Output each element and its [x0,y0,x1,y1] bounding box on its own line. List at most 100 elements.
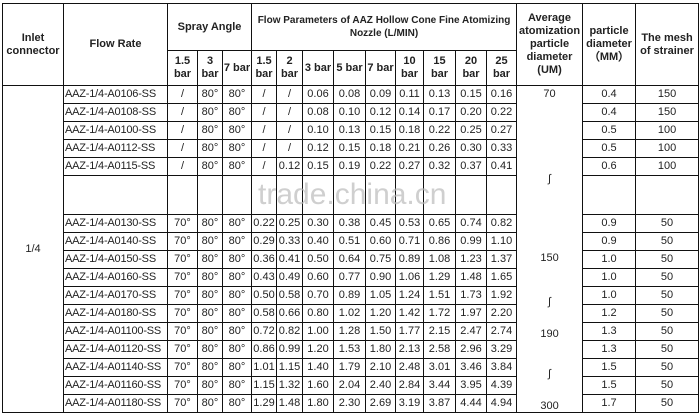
model-cell: AAZ-1/4-A0115-SS [63,157,168,176]
avg-diameter-label: ∫ [548,296,552,308]
spray-angle-cell: 80° [197,340,223,359]
flow-cell: 0.77 [333,268,366,287]
flow-cell: 0.99 [276,340,303,359]
table-row: AAZ-1/4-A0108-SS/80° 80° //0.08 0.10 0.12 0.1… [3,103,699,122]
spray-angle-cell: 80° [222,268,252,287]
model-cell: AAZ-1/4-A0150-SS [63,250,168,269]
avg-diameter-label: 150 [540,252,559,264]
spray-angle-cell: 80° [222,340,252,359]
table-row: AAZ-1/4-A0115-SS/80° 80°/0.12 0.15 0.19 0.22… [3,157,699,176]
particle-diameter-cell: 0.6 [582,157,637,176]
avg-diameter-label: 190 [540,328,559,340]
flow-cell: 1.29 [251,394,277,413]
flow-cell: 1.60 [302,376,334,395]
flow-cell: 1.48 [276,394,303,413]
flow-cell: 1.00 [302,322,334,341]
mesh-cell: 50 [635,286,699,305]
flow-cell: 0.70 [302,286,334,305]
flow-cell: 0.49 [276,268,303,287]
flow-cell: 1.32 [276,376,303,395]
particle-diameter-cell: 0.9 [582,232,637,251]
flow-cell: 0.22 [251,214,277,233]
flow-cell: / [276,121,303,140]
flow-cell: 0.27 [485,121,518,140]
flow-cell: 0.12 [302,139,334,158]
flow-cell: 0.50 [302,250,334,269]
particle-diameter-cell: 1.0 [582,268,637,287]
table-row: AAZ-1/4-A01100-SS 70° 80° 80° 0.72 0.82 1.00 1.… [3,322,699,341]
empty-cell [222,175,252,215]
header-flow-pressure: 1.5 bar [251,50,277,86]
flow-cell: 3.19 [395,394,424,413]
flow-cell: 3.87 [423,394,456,413]
flow-cell: 0.90 [365,268,396,287]
table-row: 1/4 AAZ-1/4-A0106-SS/80° 80° //0.06 0.08 0.09… [2,85,699,413]
spray-angle-cell: / [167,157,198,176]
flow-cell: 0.80 [302,304,334,323]
flow-cell: 0.13 [423,85,456,104]
flow-cell: / [251,121,277,140]
flow-cell: 0.33 [485,139,518,158]
spray-angle-cell: / [167,139,198,158]
spray-angle-cell: 70° [167,340,198,359]
spray-angle-cell: 80° [222,322,252,341]
spray-angle-cell: 80° [197,121,223,140]
spray-angle-cell: 80° [222,214,252,233]
flow-cell: 0.40 [302,232,334,251]
flow-cell: 2.84 [395,376,424,395]
particle-diameter-cell: 1.7 [582,394,637,413]
flow-cell: 1.53 [333,340,366,359]
flow-cell: 0.12 [276,157,303,176]
particle-diameter-cell: 1.2 [582,304,637,323]
empty-cell [333,175,366,215]
flow-cell: 0.82 [485,214,518,233]
flow-cell: 1.24 [395,286,424,305]
spray-angle-cell: 80° [197,157,223,176]
spray-angle-cell: 80° [197,214,223,233]
flow-cell: 2.15 [423,322,456,341]
flow-cell: 0.86 [423,232,456,251]
mesh-cell: 50 [635,376,699,395]
flow-cell: 0.15 [333,139,366,158]
flow-cell: 0.65 [423,214,456,233]
flow-cell: 0.27 [395,157,424,176]
flow-cell: 1.51 [423,286,456,305]
flow-cell: 1.73 [455,286,487,305]
flow-cell: 0.64 [333,250,366,269]
flow-cell: 1.10 [485,232,518,251]
flow-cell: 1.72 [423,304,456,323]
flow-cell: 1.42 [395,304,424,323]
particle-diameter-cell: 1.3 [582,340,637,359]
empty-cell [167,175,198,215]
mesh-cell: 50 [635,250,699,269]
flow-cell: 0.58 [276,286,303,305]
flow-cell: 0.08 [333,85,366,104]
mesh-cell: 100 [635,157,699,176]
flow-cell: 0.50 [251,286,277,305]
spray-angle-cell: 80° [197,394,223,413]
spray-angle-cell: 80° [222,121,252,140]
flow-cell: 0.08 [302,103,334,122]
flow-cell: 4.39 [485,376,518,395]
empty-cell [276,175,303,215]
particle-diameter-cell: 1.0 [582,250,637,269]
mesh-cell: 50 [635,214,699,233]
model-cell: AAZ-1/4-A0170-SS [63,286,168,305]
spray-angle-cell: 80° [222,358,252,377]
model-cell: AAZ-1/4-A01140-SS [63,358,168,377]
flow-cell: 0.26 [423,139,456,158]
flow-cell: 0.36 [251,250,277,269]
flow-cell: 0.82 [276,322,303,341]
spray-angle-cell: 80° [197,286,223,305]
particle-diameter-cell: 0.5 [582,139,637,158]
flow-cell: 3.95 [455,376,487,395]
spray-angle-cell: 80° [197,268,223,287]
particle-diameter-cell: 0.9 [582,214,637,233]
empty-cell [251,175,277,215]
spray-angle-cell: 80° [222,304,252,323]
gap-row [3,175,699,215]
flow-cell: 1.50 [365,322,396,341]
model-cell: AAZ-1/4-A0100-SS [63,121,168,140]
table-row: AAZ-1/4-A0170-SS 70° 80° 80° 0.50 0.58 0.70 0.8… [3,286,699,305]
table-row: AAZ-1/4-A0160-SS 70° 80° 80° 0.43 0.49 0.60 0.7… [3,268,699,287]
